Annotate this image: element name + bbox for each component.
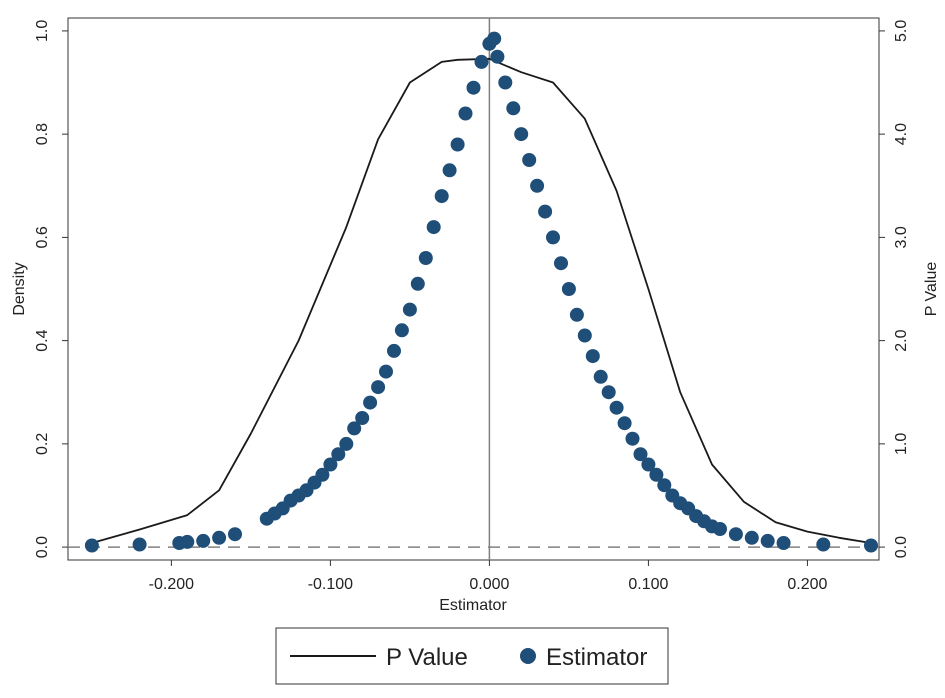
legend-marker-swatch: [520, 648, 536, 664]
legend-label-p-value: P Value: [386, 644, 468, 671]
legend-label-estimator: Estimator: [546, 644, 647, 671]
y-right-tick-label: 5.0: [893, 20, 910, 42]
estimator-point: [498, 75, 513, 90]
estimator-point: [434, 189, 449, 204]
estimator-point: [196, 533, 211, 548]
y-left-tick-label: 0.6: [34, 226, 51, 248]
estimator-point: [728, 527, 743, 542]
estimator-point: [410, 276, 425, 291]
reference-lines: [68, 18, 879, 560]
estimator-point: [426, 220, 441, 235]
estimator-point: [816, 537, 831, 552]
y-left-tick-label: 0.4: [34, 329, 51, 351]
y-left-tick-label: 1.0: [34, 20, 51, 42]
estimator-point: [530, 178, 545, 193]
estimator-point: [212, 530, 227, 545]
estimator-point: [641, 457, 656, 472]
y-right-tick-label: 4.0: [893, 123, 910, 145]
estimator-point: [487, 31, 502, 46]
series-layer: [84, 31, 878, 553]
plot-frame: [67, 17, 880, 561]
axes: -0.200 -0.100 0.000 0.100 0.200 0.0 0.2 0.4 0.6 0…: [34, 20, 910, 593]
y-right-tick-label: 0.0: [893, 536, 910, 558]
estimator-point: [474, 54, 489, 69]
estimator-point: [522, 153, 537, 167]
estimator-point: [593, 369, 608, 384]
y-right-tick-label: 3.0: [893, 226, 910, 248]
estimator-point: [577, 328, 592, 343]
estimator-point: [315, 467, 330, 482]
estimator-point: [450, 137, 465, 152]
estimator-point: [228, 527, 242, 542]
estimator-point: [84, 538, 99, 553]
estimator-point: [387, 343, 401, 358]
estimator-point: [466, 80, 481, 95]
y-left-tick-label: 0.2: [34, 433, 51, 455]
estimator-point: [379, 364, 393, 379]
estimator-point: [657, 478, 672, 493]
y-left-tick-label: 0.0: [34, 536, 51, 558]
estimator-point: [371, 380, 386, 395]
y-axis-label-left: Density: [11, 262, 28, 315]
y-left-tick-label: 0.8: [34, 123, 51, 145]
estimator-point: [585, 349, 600, 364]
estimator-point: [569, 307, 584, 322]
estimator-point: [554, 256, 568, 271]
estimator-point: [633, 447, 648, 462]
estimator-point: [355, 411, 370, 425]
estimator-point: [323, 457, 338, 472]
estimator-point: [339, 436, 354, 451]
x-tick-label: -0.100: [308, 576, 353, 593]
estimator-point: [394, 323, 409, 338]
estimator-point: [744, 530, 759, 545]
estimator-point: [418, 251, 433, 265]
estimator-point: [363, 395, 378, 410]
estimator-point: [506, 101, 521, 116]
estimator-point: [601, 385, 616, 400]
estimator-point: [347, 421, 362, 436]
estimator-point: [776, 536, 791, 550]
estimator-point: [864, 538, 878, 553]
p-value-line: [91, 57, 872, 544]
estimator-point: [180, 534, 195, 549]
estimator-point: [490, 49, 505, 64]
estimator-point: [760, 533, 775, 548]
estimator-point: [561, 282, 576, 296]
legend: P Value Estimator: [275, 627, 669, 685]
estimator-point: [713, 522, 727, 536]
y-right-tick-label: 1.0: [893, 433, 910, 455]
estimator-point: [132, 537, 147, 552]
y-axis-label-right: P Value: [923, 262, 940, 317]
estimator-point: [331, 447, 346, 462]
estimator-point: [458, 106, 473, 121]
x-tick-label: 0.000: [469, 576, 509, 593]
estimator-point: [442, 163, 457, 178]
estimator-point: [625, 431, 640, 446]
x-axis-label: Estimator: [439, 597, 507, 614]
estimator-point: [514, 127, 529, 142]
estimator-point: [538, 204, 553, 219]
x-tick-label: 0.100: [628, 576, 668, 593]
x-tick-label: 0.200: [787, 576, 827, 593]
y-right-tick-label: 2.0: [893, 329, 910, 351]
estimator-point: [617, 416, 632, 431]
estimator-point: [609, 400, 624, 415]
x-tick-label: -0.200: [149, 576, 194, 593]
estimator-point: [546, 230, 560, 245]
estimator-point: [402, 302, 417, 317]
estimator-point: [649, 467, 664, 482]
